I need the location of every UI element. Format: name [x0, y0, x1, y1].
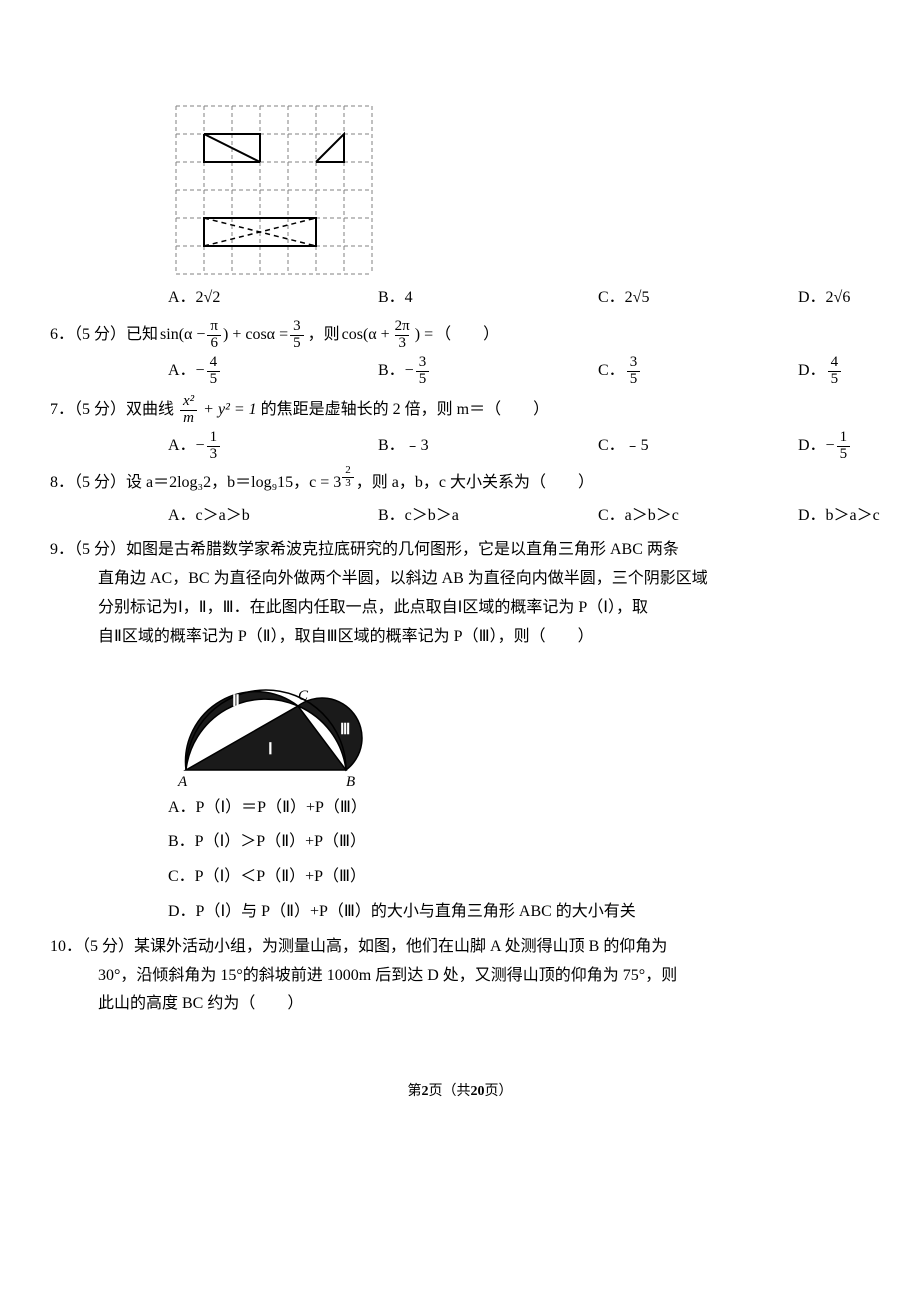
q7-opt-c: C．﹣5 [598, 430, 798, 463]
q8-exp: 2 3 [342, 465, 354, 489]
q9-opt-d: D．P（Ⅰ）与 P（Ⅱ）+P（Ⅲ）的大小与直角三角形 ABC 的大小有关 [168, 898, 870, 927]
q7-opt-d: D．− 15 [798, 430, 920, 463]
q6-opt-c: C． 35 [598, 355, 798, 388]
q9-lbl-a: A [177, 774, 188, 788]
q8-opt-b: B．c＞b＞a [378, 502, 598, 531]
q10-stem: 10．（5 分）某课外活动小组，为测量山高，如图，他们在山脚 A 处测得山顶 B… [50, 933, 870, 1019]
q6-tail: （ ） [435, 321, 499, 350]
q9-opt-c: C．P（Ⅰ）＜P（Ⅱ）+P（Ⅲ） [168, 863, 870, 892]
q9-opt-a: A．P（Ⅰ）＝P（Ⅱ）+P（Ⅲ） [168, 794, 870, 823]
q10-l2: 30°，沿倾斜角为 15°的斜坡前进 1000m 后到达 D 处，又测得山顶的仰… [50, 962, 870, 991]
q5-opt-c: C．2√5 [598, 284, 798, 313]
q9-l2: 直角边 AC，BC 为直径向外做两个半圆，以斜边 AB 为直径向内做半圆，三个阴… [50, 565, 870, 594]
q7-options: A．− 13 B．﹣3 C．﹣5 D．− 15 [50, 430, 870, 463]
q5-grid-svg [168, 100, 388, 280]
q6-opt-d: D． 45 [798, 355, 920, 388]
q9-lbl-i: Ⅰ [268, 741, 273, 758]
q6-mid: ，则 [308, 321, 340, 350]
q9-lbl-iii: Ⅲ [340, 722, 350, 738]
q9-stem: 9．（5 分）如图是古希腊数学家希波克拉底研究的几何图形，它是以直角三角形 AB… [50, 536, 870, 651]
q5-opt-b: B．4 [378, 284, 598, 313]
q8-pre: 8．（5 分）设 a＝2log₃2，b＝log₉15，c = 3 [50, 469, 341, 498]
q6-pre: 6．（5 分）已知 [50, 321, 158, 350]
q7-formula: x² m + y² = 1 [178, 394, 257, 427]
q6-formula-right: cos(α + 2π 3 ) = [342, 319, 434, 352]
page-footer: 第2页（共20页） [50, 1079, 870, 1104]
q9-lbl-c: C [298, 688, 309, 704]
q5-options: A．2√2 B．4 C．2√5 D．2√6 [50, 284, 870, 313]
q9-opt-b: B．P（Ⅰ）＞P（Ⅱ）+P（Ⅲ） [168, 828, 870, 857]
q10-l1: 10．（5 分）某课外活动小组，为测量山高，如图，他们在山脚 A 处测得山顶 B… [50, 933, 870, 962]
q6-2pi-over-3: 2π 3 [392, 319, 413, 352]
q7-stem: 7．（5 分）双曲线 x² m + y² = 1 的焦距是虚轴长的 2 倍，则 … [50, 394, 870, 427]
q7-opt-b: B．﹣3 [378, 430, 598, 463]
q9-l4: 自Ⅱ区域的概率记为 P（Ⅱ），取自Ⅲ区域的概率记为 P（Ⅲ），则（ ） [50, 623, 870, 652]
q8-stem: 8．（5 分）设 a＝2log₃2，b＝log₉15，c = 3 2 3 ，则 … [50, 469, 870, 498]
q7-opt-a: A．− 13 [168, 430, 378, 463]
q10-l3: 此山的高度 BC 约为（ ） [50, 990, 870, 1019]
q5-opt-d: D．2√6 [798, 284, 920, 313]
q9-lbl-ii: Ⅱ [232, 693, 240, 710]
q8-opt-d: D．b＞a＞c [798, 502, 920, 531]
q8-opt-c: C．a＞b＞c [598, 502, 798, 531]
q9-l3: 分别标记为Ⅰ，Ⅱ，Ⅲ．在此图内任取一点，此点取自Ⅰ区域的概率记为 P（Ⅰ），取 [50, 594, 870, 623]
q8-options: A．c＞a＞b B．c＞b＞a C．a＞b＞c D．b＞a＞c [50, 502, 870, 531]
q6-pi-over-6: π 6 [207, 319, 221, 352]
q9-lbl-b: B [346, 774, 355, 788]
q5-figure [168, 100, 870, 280]
q8-opt-a: A．c＞a＞b [168, 502, 378, 531]
q6-three-fifths: 3 5 [290, 319, 304, 352]
q6-options: A．− 45 B．− 35 C． 35 D． 45 [50, 355, 870, 388]
q6-opt-b: B．− 35 [378, 355, 598, 388]
q6-formula-left: sin(α − π 6 ) + cosα = 3 5 [160, 319, 306, 352]
q7-post: 的焦距是虚轴长的 2 倍，则 m＝（ ） [261, 396, 549, 425]
q6-opt-a: A．− 45 [168, 355, 378, 388]
page: A．2√2 B．4 C．2√5 D．2√6 6．（5 分）已知 sin(α − … [0, 0, 920, 1144]
q9-options: A．P（Ⅰ）＝P（Ⅱ）+P（Ⅲ） B．P（Ⅰ）＞P（Ⅱ）+P（Ⅲ） C．P（Ⅰ）… [50, 794, 870, 927]
q9-figure: Ⅱ Ⅰ Ⅲ A B C [168, 658, 870, 788]
q5-opt-a: A．2√2 [168, 284, 378, 313]
q9-l1: 9．（5 分）如图是古希腊数学家希波克拉底研究的几何图形，它是以直角三角形 AB… [50, 536, 870, 565]
q9-svg: Ⅱ Ⅰ Ⅲ A B C [168, 658, 378, 788]
q8-post: ，则 a，b，c 大小关系为（ ） [356, 469, 594, 498]
q7-pre: 7．（5 分）双曲线 [50, 396, 174, 425]
q6-stem: 6．（5 分）已知 sin(α − π 6 ) + cosα = 3 5 ，则 … [50, 319, 870, 352]
